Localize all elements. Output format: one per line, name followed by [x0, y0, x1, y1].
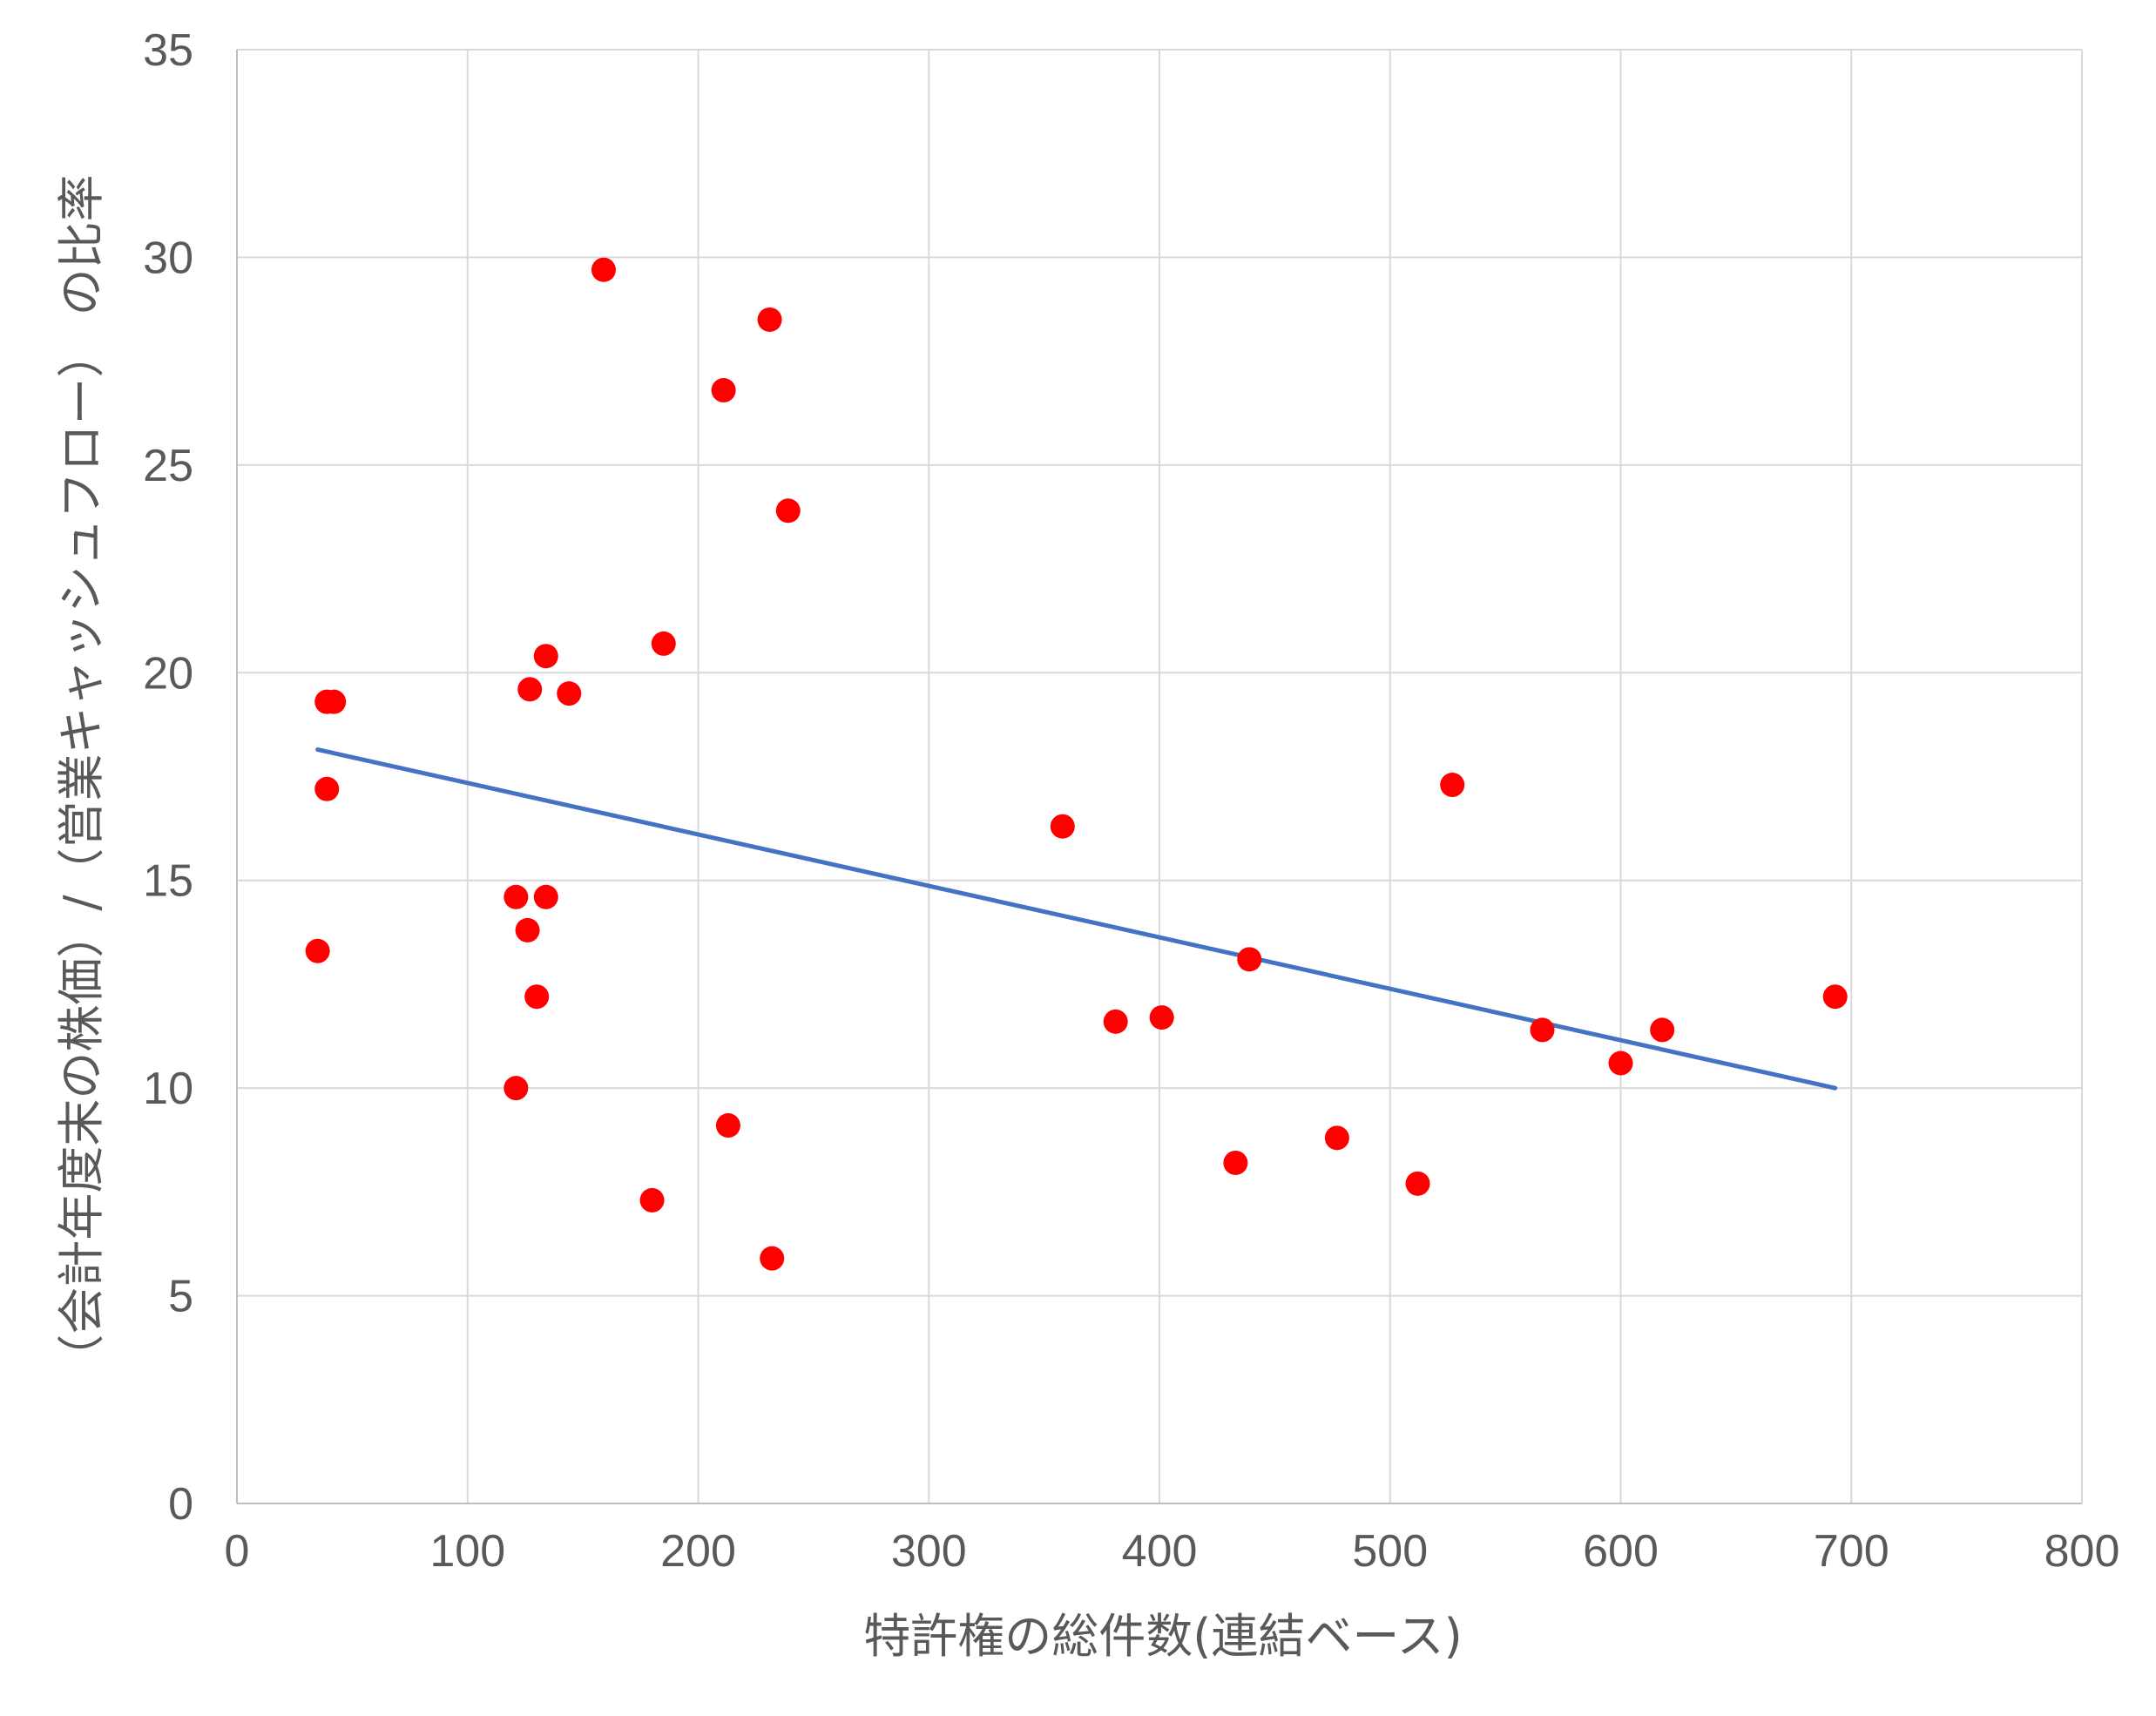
x-axis-title: 特許権の総件数(連結ベース) — [863, 1609, 1462, 1664]
y-tick-label: 0 — [168, 1479, 193, 1530]
x-tick-label: 800 — [2044, 1526, 2120, 1577]
x-tick-label: 500 — [1352, 1526, 1428, 1577]
y-tick-label: 30 — [143, 233, 193, 283]
y-axis-title: （会計年度末の株価）/（営業キャッシュフロー） の比率 — [54, 174, 109, 1381]
x-tick-label: 200 — [660, 1526, 736, 1577]
y-tick-label: 15 — [143, 856, 193, 907]
points-layer — [305, 257, 1848, 1271]
data-point — [1530, 1017, 1555, 1043]
y-tick-label: 5 — [168, 1272, 193, 1322]
data-point — [517, 677, 543, 702]
data-point — [1324, 1125, 1349, 1151]
data-point — [1822, 984, 1848, 1010]
data-point — [775, 498, 801, 524]
trendline-layer — [315, 747, 1838, 1091]
y-tick-label: 10 — [143, 1064, 193, 1114]
data-point — [591, 257, 616, 282]
data-point — [715, 1113, 740, 1138]
data-point — [524, 984, 550, 1010]
data-point — [760, 1246, 785, 1271]
data-point — [1223, 1150, 1248, 1175]
data-point — [757, 307, 782, 332]
data-point — [305, 938, 330, 963]
tick-labels: 0 100 200 300 400 500 600 700 800 0 5 10 15 20 25 30 35 — [143, 25, 2119, 1577]
x-tick-label: 100 — [429, 1526, 505, 1577]
x-tick-label: 400 — [1122, 1526, 1198, 1577]
data-point — [504, 884, 529, 909]
data-point — [557, 681, 582, 706]
data-point — [533, 644, 558, 669]
data-point — [711, 378, 736, 403]
y-tick-label: 35 — [143, 25, 193, 76]
data-point — [1237, 947, 1262, 972]
data-point — [639, 1187, 665, 1213]
x-tick-label: 0 — [225, 1526, 250, 1577]
trendline — [315, 747, 1838, 1091]
data-point — [1405, 1171, 1430, 1196]
y-tick-label: 20 — [143, 648, 193, 699]
data-point — [533, 884, 558, 909]
data-point — [1103, 1009, 1128, 1034]
data-point — [515, 917, 540, 942]
grid-lines — [237, 49, 2083, 1503]
data-point — [1149, 1005, 1174, 1030]
y-tick-label: 25 — [143, 441, 193, 491]
data-point — [651, 631, 676, 656]
data-point — [321, 689, 347, 714]
x-tick-label: 600 — [1583, 1526, 1659, 1577]
axes — [236, 50, 2082, 1504]
x-tick-label: 300 — [891, 1526, 967, 1577]
x-tick-label: 700 — [1814, 1526, 1889, 1577]
data-point — [504, 1076, 529, 1101]
data-point — [1050, 814, 1075, 839]
data-point — [1608, 1051, 1633, 1076]
data-point — [1650, 1017, 1675, 1043]
data-point — [1440, 773, 1465, 798]
data-point — [314, 776, 340, 801]
